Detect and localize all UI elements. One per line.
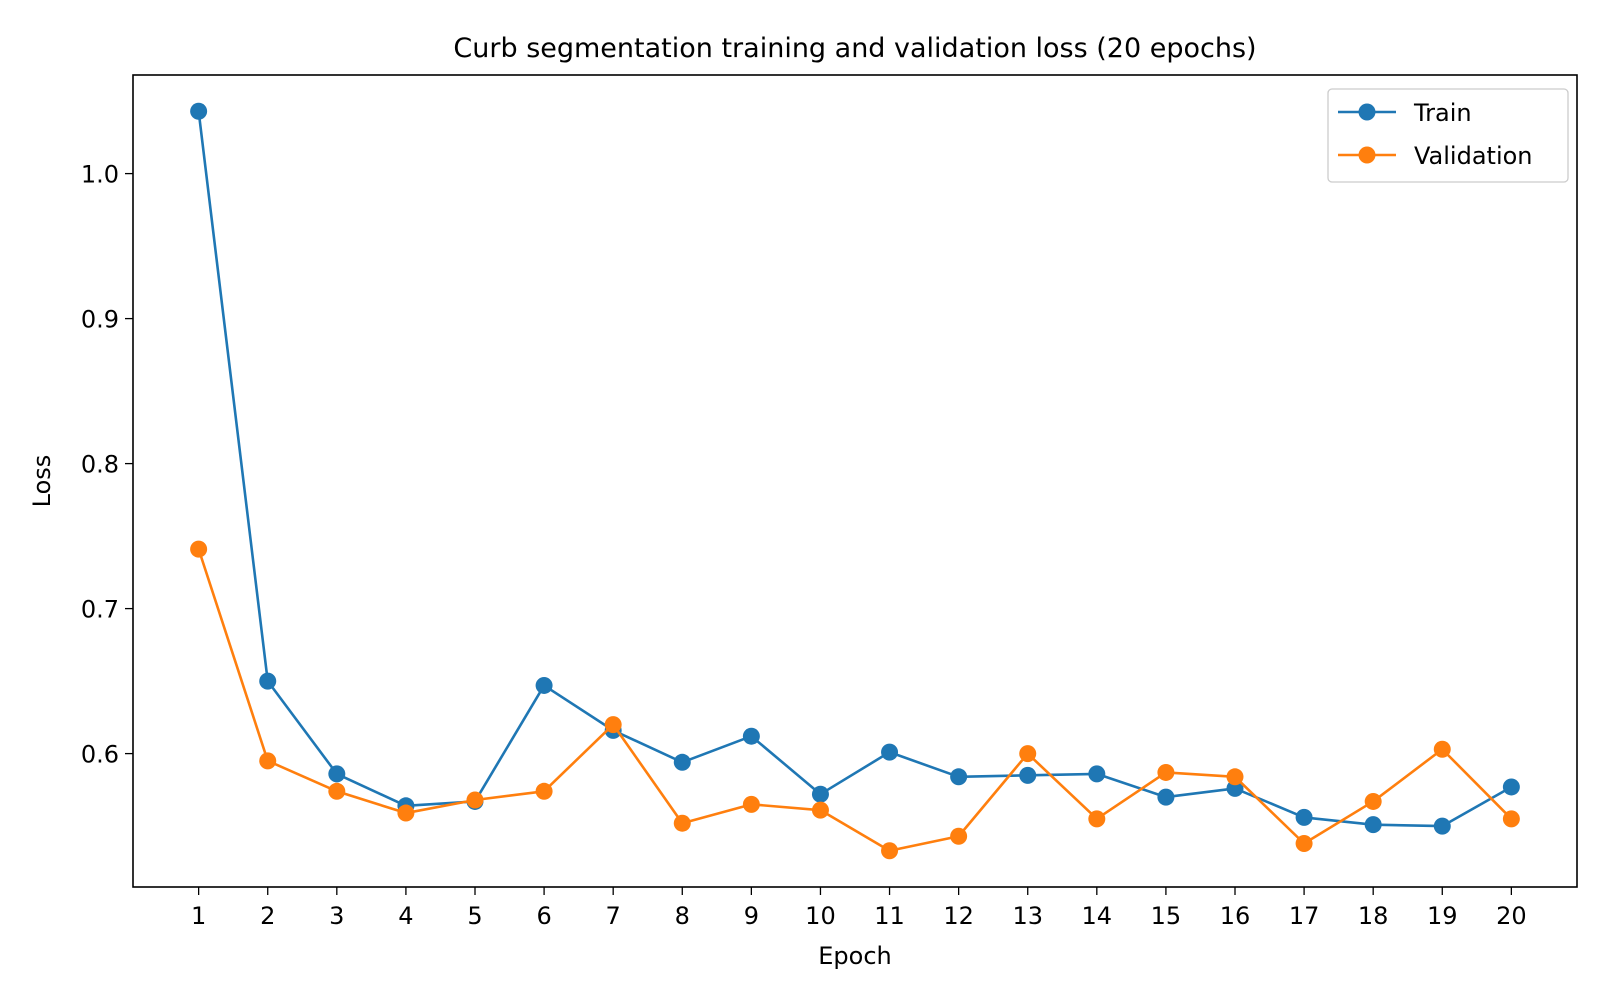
validation-point: [673, 814, 691, 832]
y-axis: 0.6 0.7 0.8 0.9 1.0: [81, 161, 133, 769]
x-tick-label: 9: [744, 902, 759, 930]
axes-frame: [132, 74, 1578, 888]
y-axis-label: Loss: [28, 455, 56, 508]
validation-point: [1502, 810, 1520, 828]
chart-title: Curb segmentation training and validatio…: [453, 33, 1256, 64]
validation-point: [535, 782, 553, 800]
legend-train-label: Train: [1413, 99, 1472, 127]
train-point: [1295, 808, 1313, 826]
y-tick-label: 0.7: [81, 596, 119, 624]
train-point: [190, 102, 208, 120]
train-point: [811, 785, 829, 803]
x-tick-label: 19: [1427, 902, 1458, 930]
x-tick-label: 14: [1082, 902, 1113, 930]
x-tick-label: 7: [606, 902, 621, 930]
train-series-line: [197, 111, 1513, 828]
train-point: [881, 743, 899, 761]
x-tick-label: 12: [943, 902, 974, 930]
x-tick-label: 17: [1289, 902, 1320, 930]
validation-point: [259, 752, 277, 770]
validation-point: [1019, 745, 1037, 763]
x-tick-label: 5: [467, 902, 482, 930]
y-tick-label: 0.6: [81, 741, 119, 769]
x-tick-label: 15: [1151, 902, 1182, 930]
x-tick-label: 3: [329, 902, 344, 930]
train-point: [1502, 778, 1520, 796]
x-tick-label: 8: [675, 902, 690, 930]
validation-point: [328, 782, 346, 800]
x-tick-label: 11: [874, 902, 905, 930]
validation-point: [1433, 740, 1451, 758]
validation-point: [811, 801, 829, 819]
train-point: [328, 765, 346, 783]
x-tick-label: 6: [536, 902, 551, 930]
x-tick-label: 4: [398, 902, 413, 930]
x-tick-label: 13: [1012, 902, 1043, 930]
x-tick-label: 16: [1220, 902, 1251, 930]
train-point: [1157, 788, 1175, 806]
validation-point: [950, 827, 968, 845]
train-point: [535, 676, 553, 694]
train-point: [950, 768, 968, 786]
x-tick-label: 20: [1496, 902, 1527, 930]
validation-point: [397, 804, 415, 822]
validation-series-line: [197, 548, 1513, 853]
train-point: [1433, 817, 1451, 835]
validation-point: [1157, 763, 1175, 781]
validation-point: [604, 716, 622, 734]
validation-point: [466, 791, 484, 809]
train-point: [1019, 766, 1037, 784]
y-tick-label: 1.0: [81, 161, 119, 189]
legend-validation-label: Validation: [1414, 142, 1533, 170]
train-point: [742, 727, 760, 745]
x-tick-label: 10: [805, 902, 836, 930]
train-point: [259, 672, 277, 690]
legend: Train Validation: [1327, 88, 1569, 183]
validation-point: [881, 842, 899, 860]
x-tick-label: 2: [260, 902, 275, 930]
x-axis-label: Epoch: [818, 942, 892, 970]
train-point: [673, 753, 691, 771]
y-tick-label: 0.8: [81, 451, 119, 479]
validation-point: [1295, 835, 1313, 852]
validation-point: [1088, 810, 1106, 828]
legend-validation-marker: [1358, 146, 1376, 164]
train-point: [1088, 765, 1106, 783]
x-tick-label: 1: [191, 902, 206, 930]
validation-point: [1226, 768, 1244, 786]
y-tick-label: 0.9: [81, 306, 119, 334]
validation-point: [742, 795, 760, 813]
legend-train-marker: [1358, 103, 1376, 121]
plot-area: [190, 102, 1520, 860]
validation-point: [190, 540, 208, 558]
x-axis: 1 2 3 4 5 6 7 8 9 10 11 12 13 14 15 16 17 18 19 20: [191, 887, 1527, 930]
train-point: [1364, 816, 1382, 834]
x-tick-label: 18: [1358, 902, 1389, 930]
validation-point: [1364, 792, 1382, 810]
